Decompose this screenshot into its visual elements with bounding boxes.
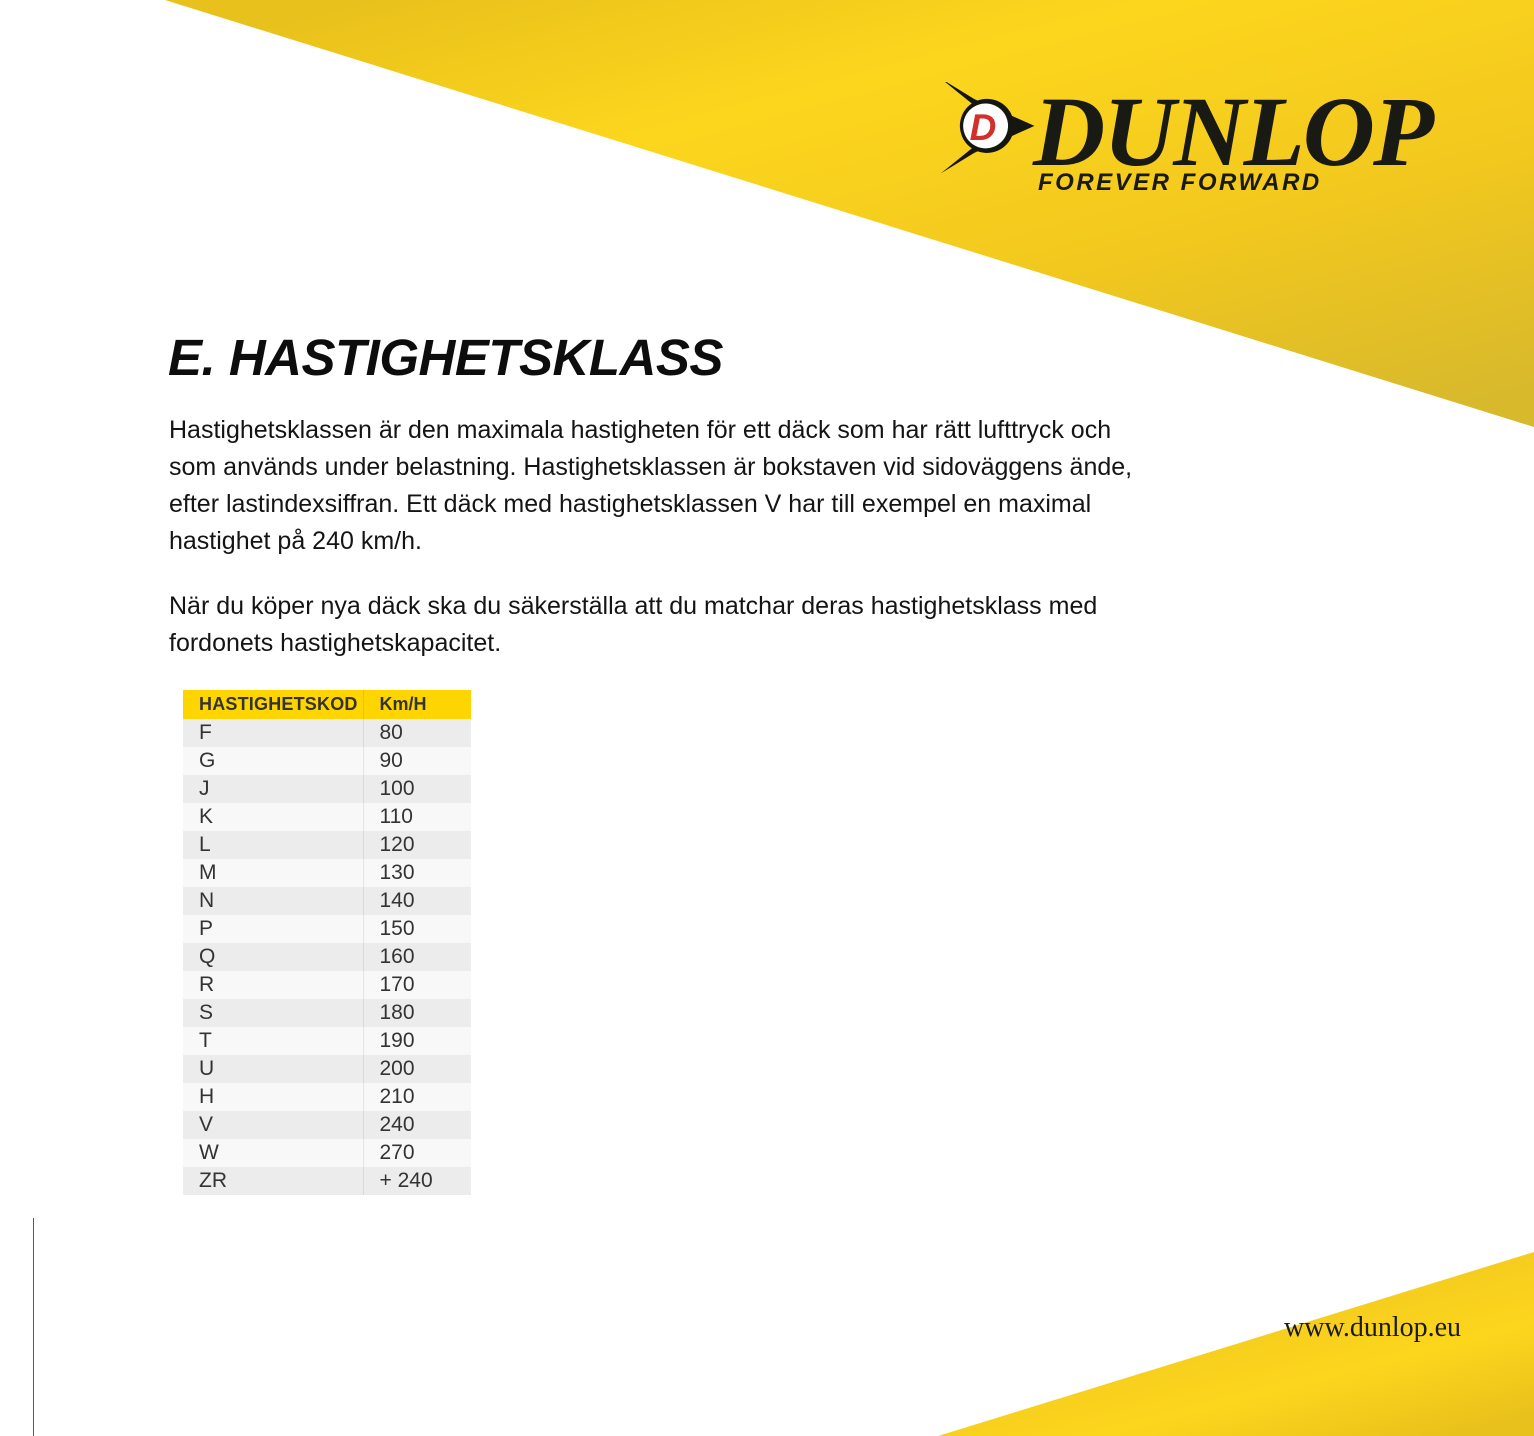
svg-text:FOREVER FORWARD: FOREVER FORWARD	[1038, 169, 1322, 196]
svg-text:D: D	[970, 107, 997, 148]
